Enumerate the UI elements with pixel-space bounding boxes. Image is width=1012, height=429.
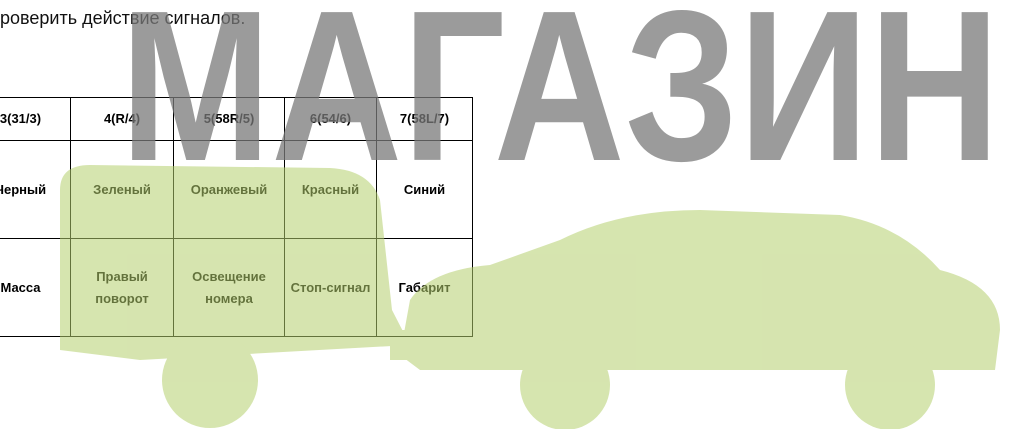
table-cell: Масса [0, 238, 71, 337]
table-cell: Красный [284, 140, 377, 239]
table-row: 3(31/3) 4(R/4) 5(58R/5) 6(54/6) 7(58L/7) [0, 97, 473, 141]
intro-text: роверить действие сигналов. [0, 8, 246, 28]
header-cell: 3(31/3) [0, 97, 71, 141]
wheel [162, 332, 258, 428]
wheel [845, 340, 935, 429]
table-cell: Зеленый [70, 140, 174, 239]
table-cell: Синий [376, 140, 473, 239]
table-row: Масса Правый поворот Освещение номера Стоп-… [0, 238, 473, 337]
table-cell: Черный [0, 140, 71, 239]
table-cell: Правый поворот [70, 238, 174, 337]
table-cell: Стоп-сигнал [284, 238, 377, 337]
header-cell: 7(58L/7) [376, 97, 473, 141]
header-cell: 4(R/4) [70, 97, 174, 141]
car-shape [400, 210, 1000, 370]
table-body: 3(31/3)4(R/4)5(58R/5)6(54/6)7(58L/7)Черн… [0, 97, 473, 337]
table-cell: Оранжевый [173, 140, 285, 239]
header-cell: 6(54/6) [284, 97, 377, 141]
header-cell: 5(58R/5) [173, 97, 285, 141]
signal-table: 3(31/3)4(R/4)5(58R/5)6(54/6)7(58L/7)Черн… [0, 97, 473, 337]
table-cell: Габарит [376, 238, 473, 337]
table-cell: Освещение номера [173, 238, 285, 337]
wheel [520, 340, 610, 429]
table-row: ЧерныйЗеленыйОранжевыйКрасныйСиний [0, 140, 473, 239]
